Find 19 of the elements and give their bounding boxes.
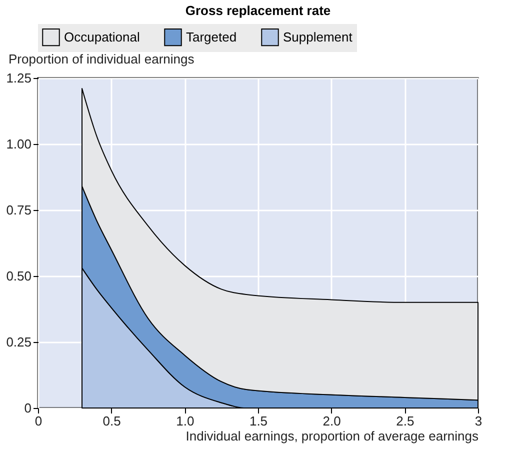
legend-label: Targeted [186,29,237,44]
y-tick-label: 0.75 [6,202,32,218]
y-tick-label: 0.50 [6,268,32,284]
y-tick-label: 0.25 [6,334,32,350]
x-tick-label: 1.0 [176,414,194,428]
x-tick-label: 0.5 [102,414,121,428]
x-tick-label: 2.5 [396,414,414,428]
x-tick-label: 2.0 [322,414,341,428]
x-tick-label: 0 [34,414,42,428]
y-axis-title: Proportion of individual earnings [8,52,195,66]
y-tick-label: 1.00 [6,136,32,152]
x-axis-title: Individual earnings, proportion of average earnings [186,428,479,444]
chart-title: Gross replacement rate [185,3,331,18]
y-tick-label: 1.25 [6,70,32,86]
legend-label: Supplement [283,29,353,44]
x-tick-label: 1.5 [249,414,268,428]
y-tick-label: 0 [24,400,32,416]
legend-label: Occupational [64,29,140,44]
x-tick-label: 3 [474,414,482,428]
